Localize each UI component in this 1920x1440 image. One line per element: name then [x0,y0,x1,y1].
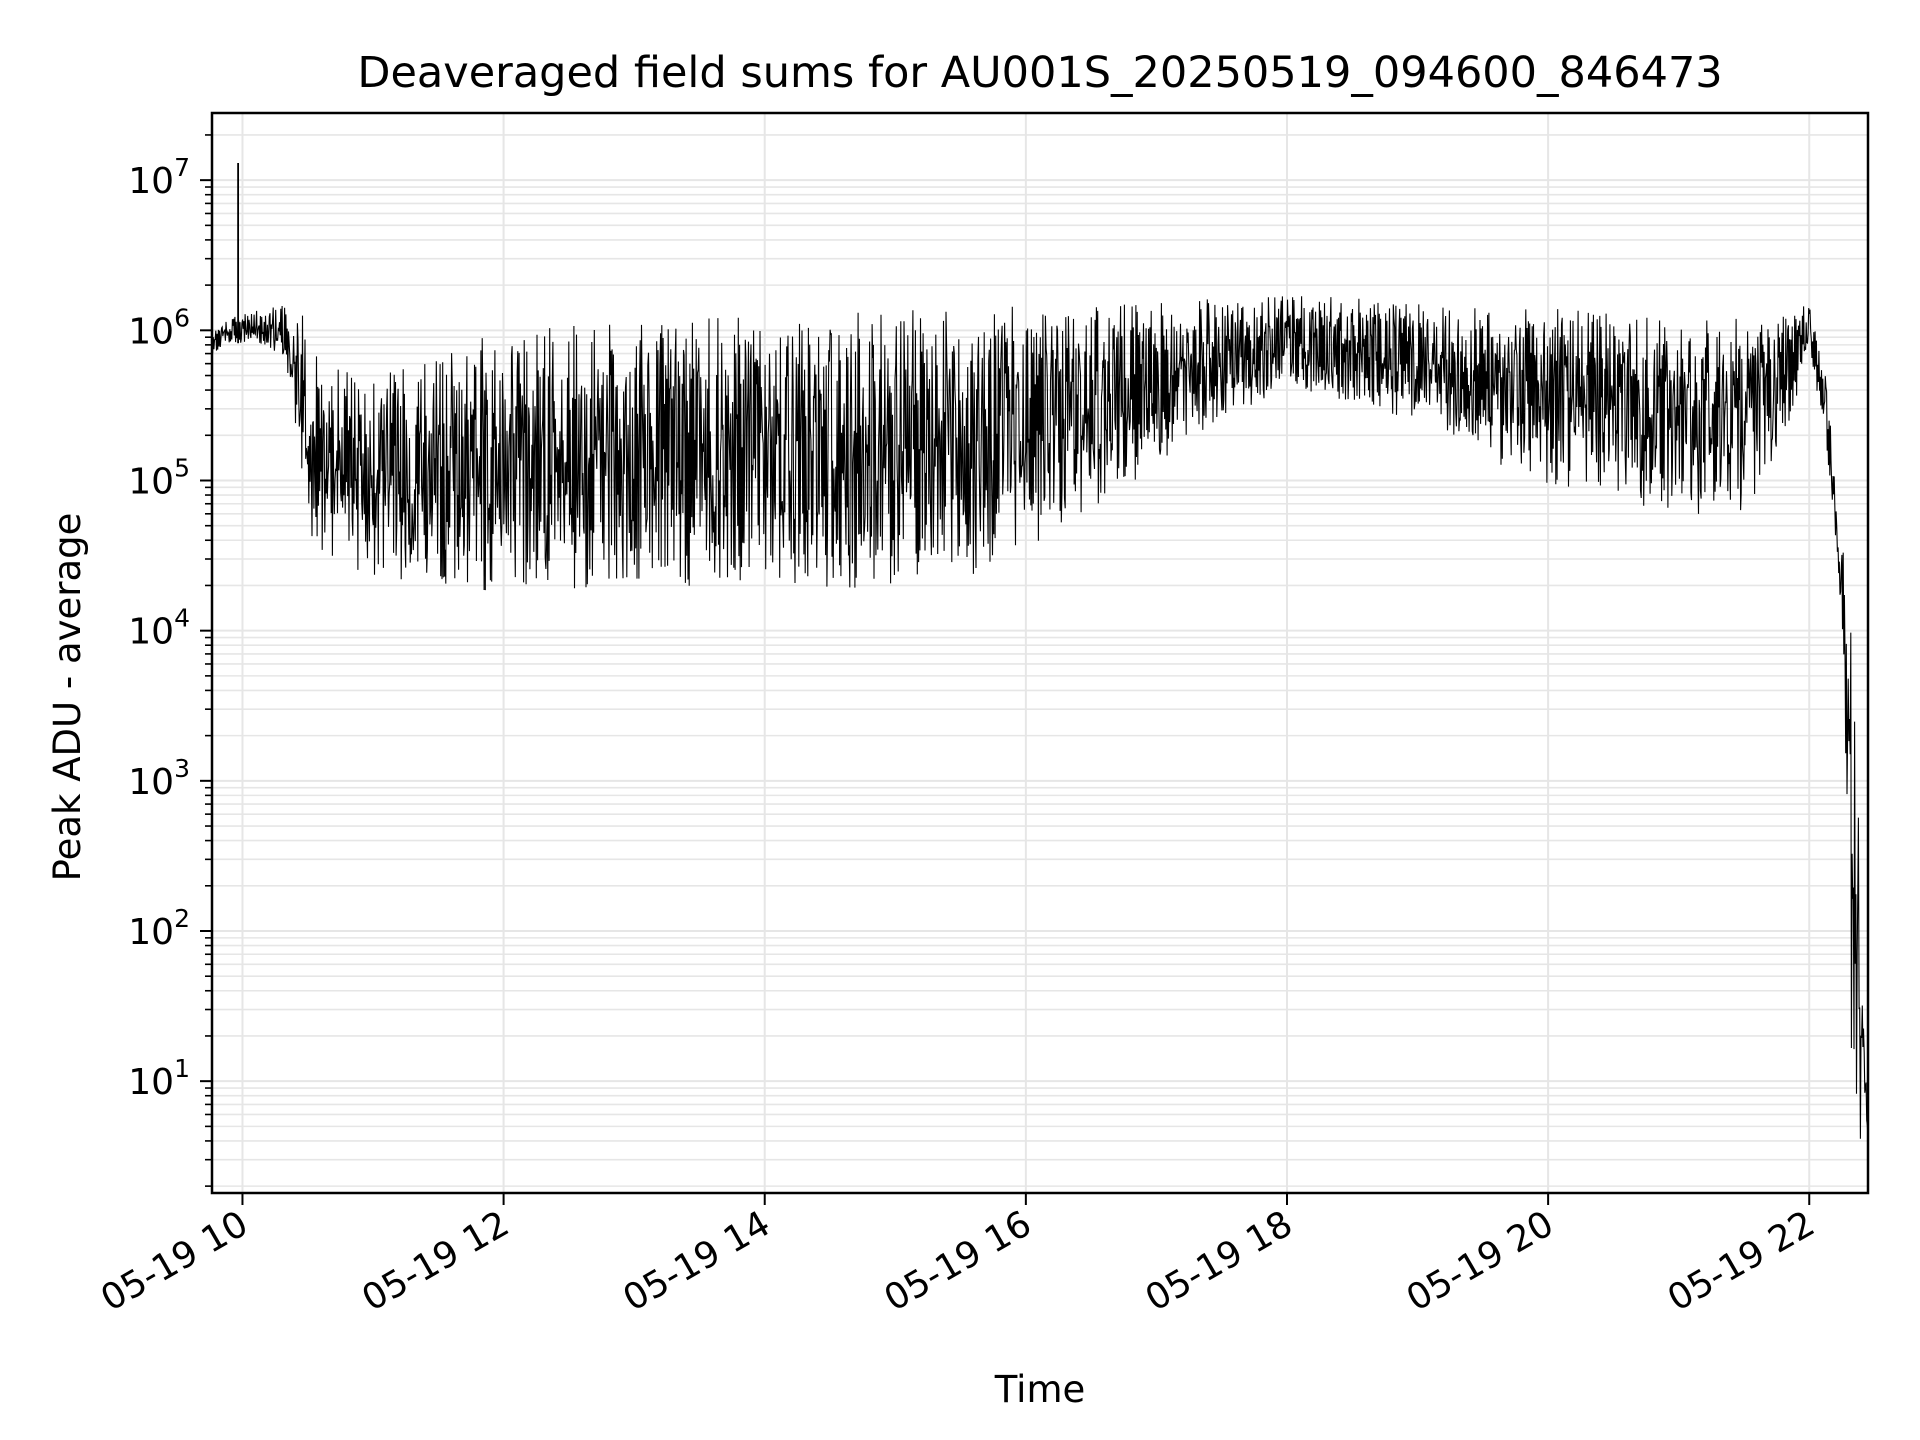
y-tick-label-exponent: 2 [174,904,190,933]
y-tick-label: 101 [128,1054,190,1103]
y-tick-label-exponent: 7 [174,153,190,182]
y-tick-label-base: 10 [128,161,174,202]
y-tick-label-base: 10 [128,1062,174,1103]
y-tick-label: 103 [128,754,190,803]
y-tick-label-base: 10 [128,912,174,953]
y-tick-label-base: 10 [128,311,174,352]
y-tick-label: 105 [128,453,190,502]
y-tick-label: 107 [128,153,190,202]
y-tick-label-base: 10 [128,612,174,653]
y-axis-label: Peak ADU - average [46,513,89,882]
y-tick-label-base: 10 [128,762,174,803]
y-tick-label-exponent: 5 [174,453,190,482]
series-layer [211,163,1869,1141]
y-tick-label-base: 10 [128,461,174,502]
y-tick-label: 106 [128,303,190,352]
y-tick-label-exponent: 1 [174,1054,190,1083]
plot-frame [210,111,1870,1195]
y-tick-label: 102 [128,904,190,953]
series-line-0 [211,296,1869,1141]
y-tick-label-exponent: 6 [174,303,190,332]
chart-title: Deaveraged field sums for AU001S_2025051… [357,48,1722,98]
y-tick-label-exponent: 3 [174,754,190,783]
x-axis-label: Time [994,1368,1086,1411]
y-tick-label: 104 [128,604,190,653]
y-tick-label-exponent: 4 [174,604,190,633]
